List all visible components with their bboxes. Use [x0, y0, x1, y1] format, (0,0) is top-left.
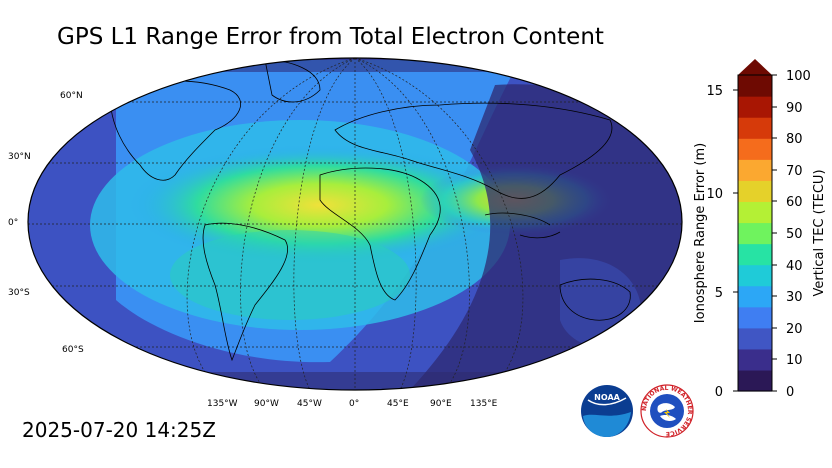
lon-label: 45°W	[297, 399, 322, 409]
colorbar-band	[738, 264, 772, 287]
colorbar-band	[738, 75, 772, 97]
lat-label: 60°S	[62, 345, 84, 355]
colorbar-band	[738, 222, 772, 245]
right-tick-label: 80	[786, 132, 803, 147]
colorbar-band	[738, 369, 772, 392]
colorbar-band	[738, 96, 772, 118]
graticule	[28, 58, 682, 390]
right-tick-label: 100	[786, 69, 811, 84]
agency-logos: NOAA NATIONAL WEATHER SERVICE	[581, 384, 694, 438]
longitude-labels: 135°W 90°W 45°W 0° 45°E 90°E 135°E	[207, 399, 498, 409]
lon-label: 0°	[349, 399, 359, 409]
colorbar-band	[738, 180, 772, 202]
tec-field	[28, 58, 682, 390]
right-axis-label: Vertical TEC (TECU)	[812, 169, 827, 296]
colorbar-bands	[738, 75, 772, 392]
colorbar-band	[738, 117, 772, 139]
chart-title: GPS L1 Range Error from Total Electron C…	[57, 24, 604, 50]
left-tick-label: 15	[706, 84, 723, 99]
nws-logo: NATIONAL WEATHER SERVICE	[640, 384, 694, 438]
colorbar-band	[738, 159, 772, 181]
lon-label: 135°W	[207, 399, 238, 409]
left-axis-label: Ionosphere Range Error (m)	[693, 143, 708, 323]
noaa-logo: NOAA	[581, 385, 633, 437]
left-tick-label: 0	[715, 385, 723, 400]
colorbar-band	[738, 243, 772, 266]
lat-label: 60°N	[60, 91, 83, 101]
right-tick-label: 20	[786, 322, 803, 337]
lat-label: 0°	[8, 218, 18, 228]
right-axis-ticks	[772, 74, 777, 392]
lon-label: 90°W	[254, 399, 279, 409]
colorbar-band	[738, 201, 772, 224]
left-axis-ticks	[733, 89, 738, 392]
colorbar-band	[738, 327, 772, 350]
right-tick-label: 70	[786, 164, 803, 179]
lat-label: 30°S	[8, 288, 30, 298]
right-tick-label: 40	[786, 259, 803, 274]
coastlines	[109, 59, 631, 362]
lon-label: 135°E	[470, 399, 498, 409]
lon-label: 45°E	[387, 399, 409, 409]
colorbar-band	[738, 138, 772, 160]
latitude-labels: 60°N 30°N 0° 30°S 60°S	[8, 91, 84, 355]
lon-label: 90°E	[430, 399, 452, 409]
right-tick-label: 90	[786, 101, 803, 116]
colorbar-band	[738, 285, 772, 308]
colorbar-band	[738, 306, 772, 329]
lat-label: 30°N	[8, 152, 31, 162]
right-tick-label: 50	[786, 227, 803, 242]
left-tick-label: 5	[715, 286, 723, 301]
colorbar-band	[738, 348, 772, 371]
right-tick-label: 30	[786, 290, 803, 305]
right-tick-label: 60	[786, 195, 803, 210]
left-tick-label: 10	[706, 187, 723, 202]
timestamp: 2025-07-20 14:25Z	[22, 418, 216, 442]
noaa-logo-text: NOAA	[594, 393, 620, 402]
colorbar-extend-arrow	[738, 59, 772, 75]
right-tick-label: 10	[786, 353, 803, 368]
right-tick-label: 0	[786, 385, 794, 400]
globe-outline	[27, 57, 683, 391]
